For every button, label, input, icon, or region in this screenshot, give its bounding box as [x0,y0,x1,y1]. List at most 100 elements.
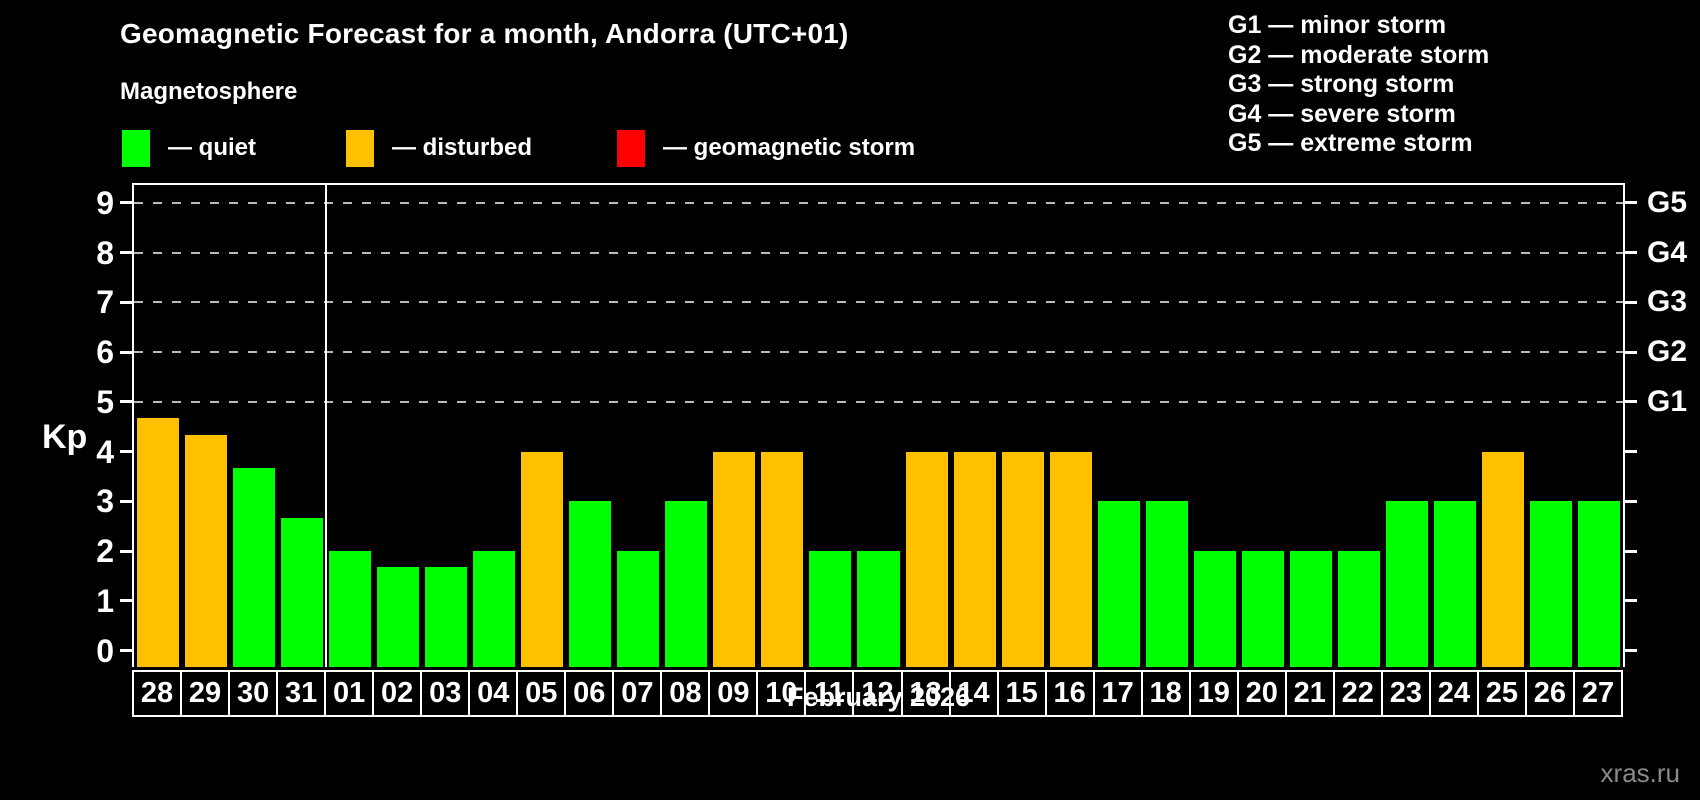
bar-day-27 [1577,501,1620,667]
y-tick-right-1 [1625,599,1637,603]
y-tick-left-9 [120,201,132,205]
g-level-label-g5: G5 [1647,185,1688,219]
y-axis-label-9: 9 [96,184,114,221]
y-tick-left-1 [120,599,132,603]
legend-label-quiet: — quiet [168,134,256,161]
day-cell-26: 26 [1524,670,1575,717]
y-tick-left-7 [120,300,132,304]
y-axis-label-1: 1 [96,582,114,619]
gridline-kp5 [134,400,1623,403]
legend-item-disturbed: — disturbed [346,129,532,167]
y-tick-right-2 [1625,549,1637,553]
day-cell-10: 10 [756,670,807,717]
day-cell-27: 27 [1572,670,1623,717]
day-cell-05: 05 [516,670,567,717]
g-level-label-g4: G4 [1647,235,1688,269]
y-tick-right-8 [1625,251,1637,254]
bar-day-09 [713,451,756,667]
bar-day-31 [281,517,324,667]
day-cell-28: 28 [132,670,183,717]
bar-day-23 [1385,501,1428,667]
day-cell-17: 17 [1092,670,1143,717]
bar-day-12 [857,551,900,667]
y-tick-right-7 [1625,300,1637,304]
bar-day-17 [1097,501,1140,667]
gridline-kp9 [134,201,1623,204]
day-cell-07: 07 [612,670,663,717]
page-title: Geomagnetic Forecast for a month, Andorr… [120,18,849,49]
legend-item-quiet: — quiet [122,129,256,167]
bar-day-15 [1001,451,1044,667]
day-cell-15: 15 [996,670,1047,717]
y-tick-right-5 [1625,400,1637,404]
y-tick-left-6 [120,350,132,354]
disturbed-color-swatch [346,129,374,167]
y-axis-label-2: 2 [96,533,114,569]
y-tick-left-5 [120,400,132,404]
bar-day-07 [617,551,660,667]
day-cell-02: 02 [372,670,423,717]
day-cell-29: 29 [180,670,231,717]
bar-day-19 [1193,551,1236,667]
day-cell-13: 13 [900,670,951,717]
bar-day-18 [1145,501,1188,667]
bar-day-16 [1049,451,1092,667]
y-tick-left-8 [120,251,132,254]
legend-label-storm: — geomagnetic storm [663,134,916,161]
y-tick-left-4 [120,450,132,453]
bar-day-22 [1337,551,1380,667]
y-tick-right-6 [1625,350,1637,354]
y-axis-label-0: 0 [96,632,114,669]
bar-day-05 [521,451,564,667]
gridline-kp6 [134,351,1623,353]
bar-day-11 [809,551,852,667]
bar-day-29 [185,435,228,667]
bar-day-14 [953,451,996,667]
legend-label-disturbed: — disturbed [392,134,533,161]
y-tick-right-3 [1625,499,1637,503]
gridline-kp7 [134,301,1623,304]
y-axis-label-8: 8 [96,234,114,271]
y-tick-left-2 [120,549,132,553]
day-cell-03: 03 [420,670,471,717]
g-level-label-g1: G1 [1647,384,1688,418]
bar-day-24 [1433,501,1476,667]
watermark-xras: xras.ru [1600,758,1680,788]
day-cell-04: 04 [468,670,519,717]
g-level-label-g3: G3 [1647,285,1688,319]
legend-item-storm: — geomagnetic storm [617,129,915,167]
y-tick-left-3 [120,499,132,503]
day-cell-12: 12 [852,670,903,717]
day-cell-30: 30 [228,670,279,717]
storm-scale-line-g4: G4 — severe storm [1228,99,1456,128]
quiet-color-swatch [122,129,150,167]
bar-day-25 [1481,451,1524,667]
y-tick-right-0 [1625,649,1637,652]
y-tick-right-4 [1625,450,1637,453]
day-cell-01: 01 [324,670,375,717]
storm-scale-line-g2: G2 — moderate storm [1228,40,1490,69]
bar-day-02 [377,567,420,667]
storm-scale-line-g5: G5 — extreme storm [1228,129,1473,158]
kp-axis-label: Kp [42,418,88,456]
day-cell-23: 23 [1380,670,1431,717]
storm-scale-line-g3: G3 — strong storm [1228,70,1455,99]
bar-day-13 [905,451,948,667]
bar-day-21 [1289,551,1332,667]
y-axis-label-3: 3 [96,483,114,520]
bar-day-10 [761,451,804,667]
day-cell-08: 08 [660,670,711,717]
bar-day-20 [1241,551,1284,667]
subtitle-magnetosphere: Magnetosphere [120,78,298,105]
x-axis-month-label: February 2026 [786,682,971,712]
y-axis-label-6: 6 [96,334,114,370]
y-axis-label-4: 4 [96,433,114,470]
day-cell-22: 22 [1332,670,1383,717]
day-cell-09: 09 [708,670,759,717]
y-tick-left-0 [120,649,132,652]
bar-day-28 [137,418,180,667]
bar-day-03 [425,567,468,667]
storm-color-swatch [617,129,645,167]
storm-scale-legend: G1 — minor storm G2 — moderate storm G3 … [1228,11,1489,159]
